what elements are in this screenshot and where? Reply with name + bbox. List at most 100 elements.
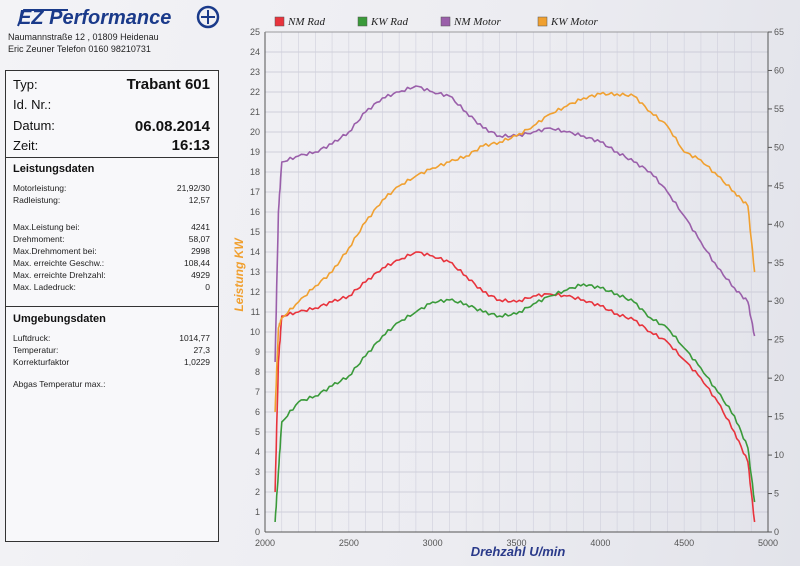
left-tick-label: 6 bbox=[255, 407, 260, 417]
left-tick-label: 23 bbox=[250, 67, 260, 77]
exhaust-label: Abgas Temperatur max.: bbox=[13, 379, 106, 389]
perf-row: Max. Ladedruck: 0 bbox=[13, 282, 210, 293]
left-tick-label: 11 bbox=[251, 307, 260, 317]
left-tick-label: 10 bbox=[250, 327, 260, 337]
legend-label: NM Motor bbox=[453, 16, 501, 28]
perf-value: 0 bbox=[205, 282, 210, 292]
chart-series bbox=[274, 85, 756, 523]
vehicle-section: Typ: Trabant 601 Id. Nr.: Datum: 06.08.2… bbox=[6, 71, 218, 158]
perf-row: Radleistung: 12,57 bbox=[13, 195, 210, 206]
right-tick-label: 50 bbox=[774, 142, 784, 152]
perf-value: 58,07 bbox=[188, 234, 210, 244]
perf-label: Radleistung: bbox=[13, 195, 61, 205]
series-line-kw-motor bbox=[274, 91, 756, 413]
legend-label: NM Rad bbox=[287, 16, 325, 28]
right-tick-label: 5 bbox=[774, 489, 779, 499]
environment-section: Umgebungsdaten Luftdruck: 1014,77 Tempera… bbox=[6, 307, 218, 407]
chart-grid bbox=[264, 31, 769, 533]
chart-axes bbox=[264, 31, 769, 533]
perf-value: 108,44 bbox=[184, 258, 210, 268]
perf-value: 12,57 bbox=[188, 195, 210, 205]
left-tick-label: 12 bbox=[250, 287, 260, 297]
left-tick-label: 7 bbox=[255, 387, 260, 397]
left-axis-ticks: 0123456789101112131415161718192021222324… bbox=[250, 27, 260, 537]
series-line-kw-rad bbox=[274, 283, 756, 523]
series-line-nm-rad bbox=[274, 251, 756, 523]
x-tick-label: 5000 bbox=[758, 538, 778, 548]
left-tick-label: 4 bbox=[255, 447, 260, 457]
env-value: 1,0229 bbox=[184, 357, 210, 367]
left-tick-label: 9 bbox=[255, 347, 260, 357]
x-tick-label: 3000 bbox=[423, 538, 443, 548]
left-tick-label: 16 bbox=[250, 207, 260, 217]
right-tick-label: 45 bbox=[774, 181, 784, 191]
left-tick-label: 13 bbox=[250, 267, 260, 277]
right-tick-label: 35 bbox=[774, 258, 784, 268]
perf-label: Drehmoment: bbox=[13, 234, 65, 244]
legend-swatch bbox=[440, 16, 451, 27]
x-axis-ticks: 2000 2500 3000 3500 4000 4500 5000 bbox=[255, 538, 778, 548]
left-tick-label: 2 bbox=[255, 487, 260, 497]
perf-label: Max. Ladedruck: bbox=[13, 282, 76, 292]
date-value: 06.08.2014 bbox=[134, 118, 210, 135]
left-tick-label: 19 bbox=[250, 147, 260, 157]
x-tick-label: 3500 bbox=[506, 538, 526, 548]
env-row: Luftdruck: 1014,77 bbox=[13, 333, 210, 344]
perf-row: Max.Drehmoment bei: 2998 bbox=[13, 246, 210, 257]
right-tick-label: 10 bbox=[774, 450, 784, 460]
x-tick-label: 4500 bbox=[674, 538, 694, 548]
left-tick-label: 1 bbox=[255, 507, 260, 517]
legend-label: KW Rad bbox=[370, 16, 408, 28]
perf-value: 4929 bbox=[191, 270, 210, 280]
perf-label: Motorleistung: bbox=[13, 183, 67, 193]
left-tick-label: 8 bbox=[255, 367, 260, 377]
left-tick-label: 25 bbox=[250, 27, 260, 37]
series-line-nm-motor bbox=[274, 85, 756, 363]
perf-value: 21,92/30 bbox=[176, 183, 210, 193]
type-label: Typ: bbox=[13, 77, 38, 92]
right-tick-label: 15 bbox=[774, 412, 784, 422]
left-tick-label: 20 bbox=[250, 127, 260, 137]
right-tick-label: 30 bbox=[774, 296, 784, 306]
perf-row: Motorleistung: 21,92/30 bbox=[13, 183, 210, 194]
legend-label: KW Motor bbox=[550, 16, 598, 28]
left-tick-label: 15 bbox=[250, 227, 260, 237]
y-axis-label: Leistung KW bbox=[232, 237, 246, 312]
env-label: Luftdruck: bbox=[13, 333, 51, 343]
left-tick-label: 21 bbox=[250, 107, 260, 117]
chart-legend: NM Rad KW Rad NM Motor KW Motor bbox=[274, 16, 598, 28]
perf-row: Drehmoment: 58,07 bbox=[13, 234, 210, 245]
left-tick-label: 5 bbox=[255, 427, 260, 437]
right-axis-ticks: 0 5 10 15 20 25 30 35 40 45 50 55 60 65 bbox=[768, 27, 784, 537]
x-axis-label: Drehzahl U/min bbox=[471, 544, 566, 559]
legend-swatch bbox=[274, 16, 285, 27]
x-tick-label: 2500 bbox=[339, 538, 359, 548]
env-value: 27,3 bbox=[193, 345, 210, 355]
right-tick-label: 20 bbox=[774, 373, 784, 383]
perf-label: Max.Leistung bei: bbox=[13, 222, 80, 232]
left-tick-label: 18 bbox=[250, 167, 260, 177]
id-label: Id. Nr.: bbox=[13, 97, 52, 112]
right-tick-label: 65 bbox=[774, 27, 784, 37]
right-tick-label: 55 bbox=[774, 104, 784, 114]
exhaust-row: Abgas Temperatur max.: bbox=[13, 379, 210, 390]
perf-row: Max. erreichte Drehzahl: 4929 bbox=[13, 270, 210, 281]
env-label: Temperatur: bbox=[13, 345, 59, 355]
x-tick-label: 2000 bbox=[255, 538, 275, 548]
env-row: Temperatur: 27,3 bbox=[13, 345, 210, 356]
left-tick-label: 17 bbox=[250, 187, 260, 197]
left-tick-label: 14 bbox=[250, 247, 260, 257]
env-label: Korrekturfaktor bbox=[13, 357, 70, 367]
legend-swatch bbox=[537, 16, 548, 27]
performance-title: Leistungsdaten bbox=[13, 163, 95, 175]
date-label: Datum: bbox=[13, 118, 55, 133]
logo-text: EZ Performance bbox=[18, 7, 171, 29]
type-value: Trabant 601 bbox=[126, 76, 210, 93]
perf-value: 4241 bbox=[191, 222, 210, 232]
perf-row: Max. erreichte Geschw.: 108,44 bbox=[13, 258, 210, 269]
legend-swatch bbox=[357, 16, 368, 27]
right-tick-label: 60 bbox=[774, 65, 784, 75]
info-panel: Typ: Trabant 601 Id. Nr.: Datum: 06.08.2… bbox=[5, 70, 219, 542]
